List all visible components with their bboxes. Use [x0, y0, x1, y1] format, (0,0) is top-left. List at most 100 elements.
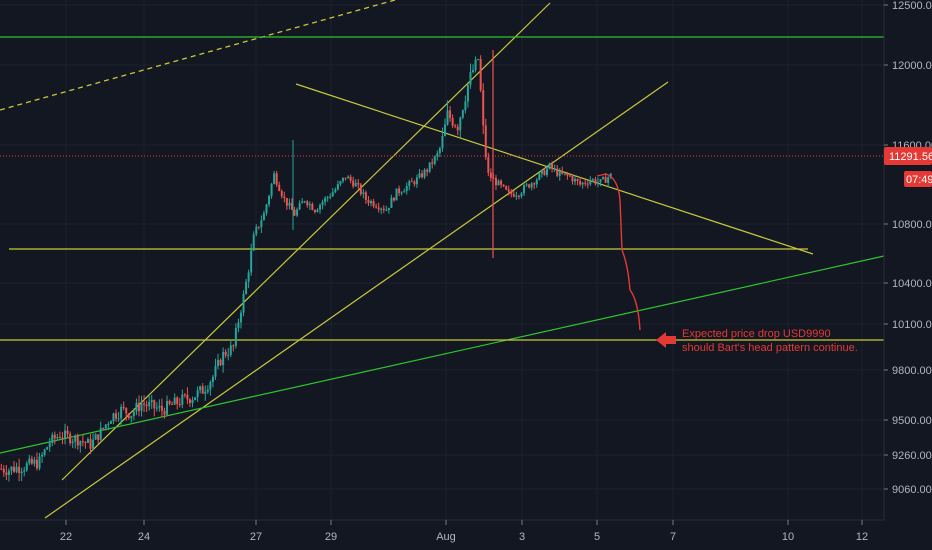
candle-body: [370, 201, 373, 204]
candle-body: [257, 226, 260, 228]
candle-body: [293, 209, 296, 216]
candle-body: [364, 192, 367, 200]
candle-body: [71, 441, 74, 444]
countdown-label: 07:49: [906, 174, 932, 186]
candle-body: [489, 172, 492, 178]
current-price-badge-bg: [884, 147, 932, 165]
candle-body: [344, 177, 347, 179]
candle-body: [494, 177, 497, 186]
candle-body: [421, 173, 424, 178]
projection-path: [596, 173, 641, 331]
candle-body: [290, 202, 293, 210]
candle-body: [61, 437, 64, 439]
candle-body: [125, 407, 128, 414]
horizontal-levels: [0, 36, 884, 341]
candle-body: [459, 117, 462, 131]
candle-body: [441, 135, 444, 149]
candle-body: [477, 59, 480, 61]
annotation-text-line: should Bart's head pattern continue.: [682, 342, 858, 354]
candle-body: [176, 397, 179, 404]
candle-body: [268, 195, 271, 205]
candle-body: [451, 117, 454, 126]
candle-body: [0, 468, 3, 470]
y-tick-label: 9060.00: [892, 484, 932, 496]
candle-body: [362, 192, 365, 195]
candle-body: [336, 184, 339, 190]
candle-body: [181, 394, 184, 405]
candle-body: [591, 179, 594, 181]
candle-body: [469, 72, 472, 85]
candle-body: [229, 345, 232, 356]
candle-body: [553, 168, 556, 170]
candle-body: [107, 423, 110, 425]
candle-body: [311, 203, 314, 210]
candle-body: [594, 179, 597, 184]
candle-body: [303, 201, 306, 203]
candle-body: [581, 182, 584, 185]
candle-body: [313, 209, 316, 213]
x-tick-label: 22: [60, 531, 72, 543]
candle-body: [250, 250, 253, 273]
candle-body: [563, 173, 566, 175]
candle-body: [377, 207, 380, 210]
trendlines: [0, 0, 885, 519]
candle-body: [324, 197, 327, 203]
candle-body: [568, 175, 571, 177]
candle-body: [94, 434, 97, 440]
candle-body: [517, 195, 520, 197]
candle-body: [86, 439, 89, 443]
candle-body: [331, 192, 334, 197]
candle-body: [74, 436, 77, 442]
candle-body: [150, 400, 153, 403]
candle-body: [316, 209, 319, 213]
candle-body: [56, 436, 59, 439]
candle-body: [285, 197, 288, 206]
candle-body: [484, 125, 487, 158]
candle-body: [117, 418, 120, 420]
x-tick-label: 5: [594, 531, 600, 543]
candle-body: [194, 397, 197, 400]
candle-body: [76, 436, 79, 446]
candle-body: [298, 203, 301, 210]
candle-body: [145, 404, 148, 407]
candle-body: [586, 183, 589, 185]
candle-body: [538, 173, 541, 180]
x-tick-label: 29: [325, 531, 337, 543]
candle-body: [533, 183, 536, 185]
trendline-rising-support: [44, 81, 669, 519]
candle-body: [449, 110, 452, 118]
candle-body: [461, 110, 464, 118]
candle-body: [25, 463, 28, 471]
candle-body: [576, 178, 579, 182]
candle-body: [390, 197, 393, 208]
y-tick-label: 12500.00: [892, 0, 932, 12]
candle-body: [400, 192, 403, 194]
candle-body: [211, 376, 214, 383]
candle-body: [92, 439, 95, 449]
candle-body: [296, 209, 299, 216]
candle-body: [551, 163, 554, 169]
candle-body: [418, 173, 421, 178]
x-axis: 22 24 27 29 Aug 3 5 7 10 12: [0, 519, 884, 543]
current-price-badge: 11291.56 07:49: [884, 147, 932, 187]
y-tick-label: 9800.00: [892, 365, 932, 377]
candle-body: [66, 430, 69, 434]
candle-body: [163, 410, 166, 415]
candle-body: [191, 399, 194, 404]
candle-body: [545, 168, 548, 176]
candle-body: [403, 191, 406, 193]
x-tick-label: 10: [782, 531, 794, 543]
candle-body: [273, 173, 276, 184]
candle-body: [214, 366, 217, 377]
candle-body: [168, 400, 171, 404]
candle-body: [99, 427, 102, 440]
candle-body: [5, 472, 8, 475]
candle-body: [515, 195, 518, 197]
candle-body: [97, 434, 100, 440]
candle-body: [143, 403, 146, 405]
candle-body: [262, 213, 265, 221]
candle-body: [283, 196, 286, 198]
candle-body: [530, 183, 533, 188]
candle-body: [510, 191, 513, 195]
candle-body: [275, 173, 278, 185]
